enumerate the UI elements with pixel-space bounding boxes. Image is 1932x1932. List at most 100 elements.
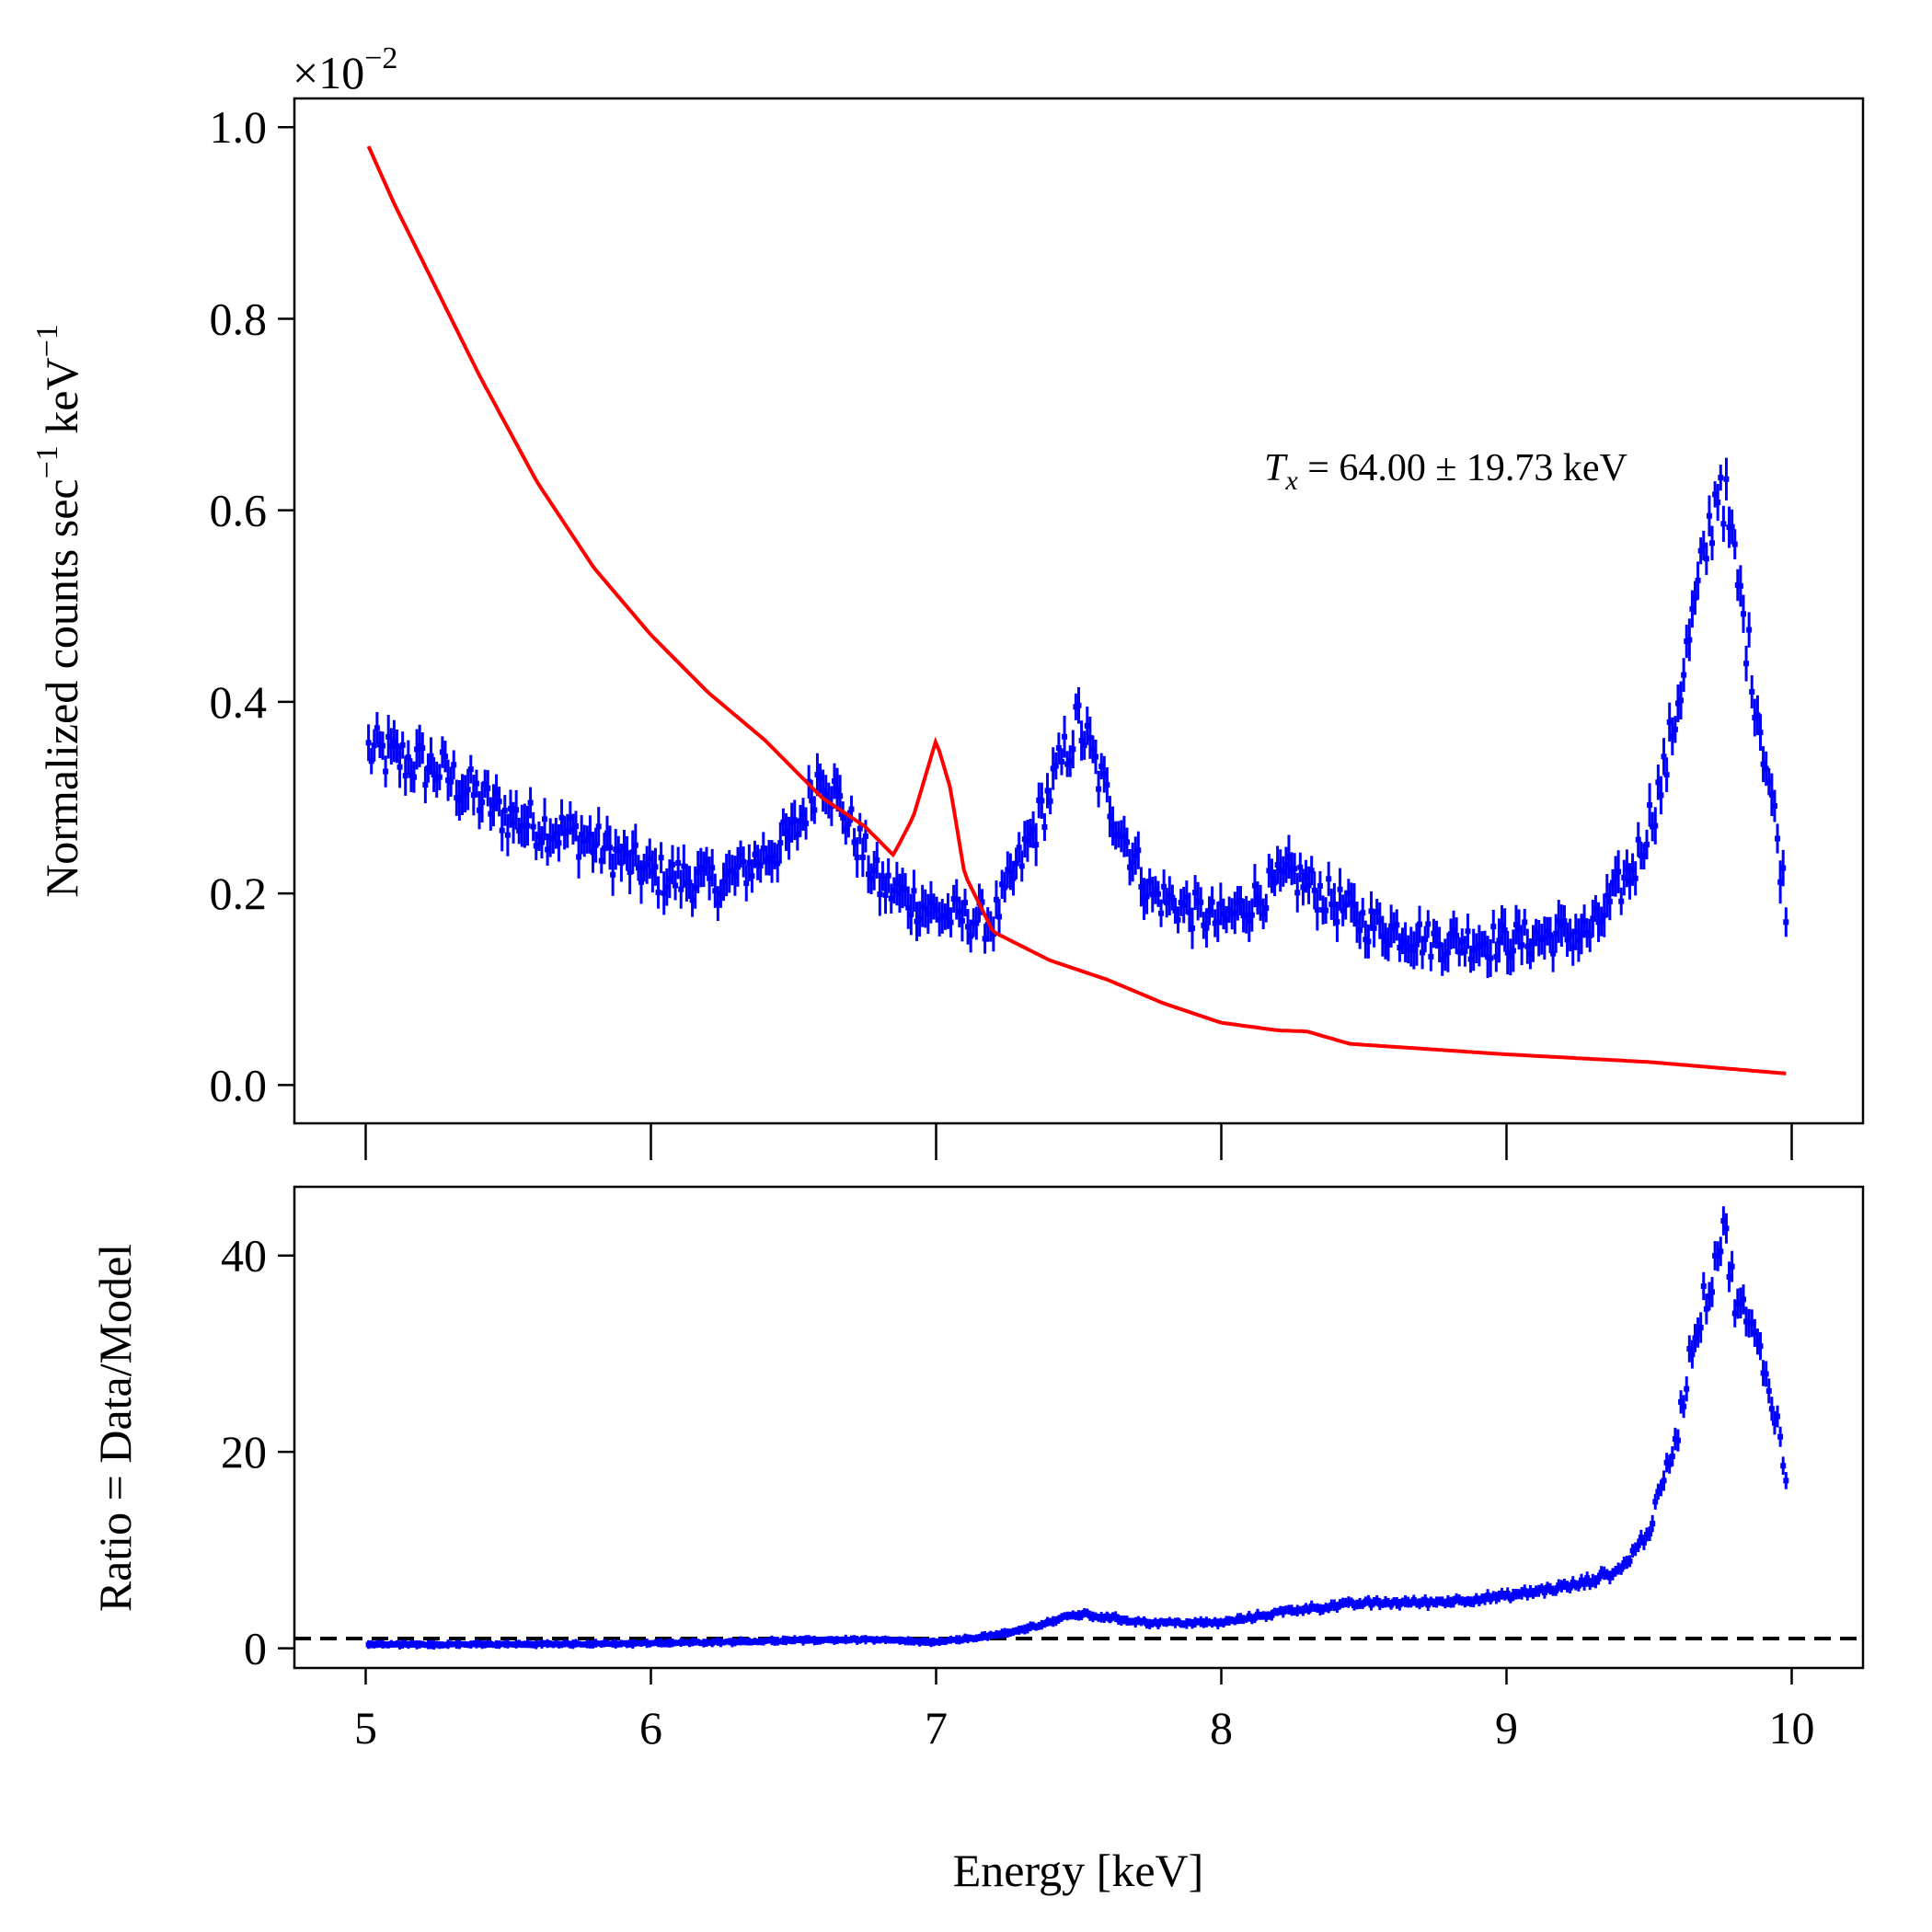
data-point (1658, 792, 1664, 799)
data-point (1695, 1329, 1701, 1336)
data-point (840, 1637, 846, 1643)
data-point (519, 822, 525, 829)
data-point (598, 857, 604, 864)
data-point (1598, 1570, 1604, 1576)
data-point (707, 1639, 713, 1646)
data-point (809, 798, 815, 804)
data-point (763, 1638, 769, 1644)
data-point (1666, 1461, 1673, 1467)
data-point (961, 1635, 968, 1641)
data-point (1743, 661, 1750, 667)
data-point (678, 1639, 684, 1646)
data-point (968, 933, 974, 939)
data-point (1149, 1620, 1156, 1627)
data-point (499, 827, 505, 834)
data-point (1606, 898, 1613, 904)
data-point (754, 859, 761, 866)
data-point (1561, 918, 1568, 925)
data-point (1564, 937, 1570, 943)
data-point (1734, 1300, 1741, 1306)
data-point (1297, 1607, 1304, 1614)
data-point (516, 828, 523, 834)
data-point (1731, 1310, 1738, 1317)
data-point (380, 1641, 386, 1648)
data-point (1146, 1621, 1153, 1627)
data-point (1771, 1420, 1777, 1426)
data-point (1652, 1499, 1659, 1505)
data-point (1700, 542, 1707, 548)
data-point (1632, 1546, 1639, 1552)
data-point (408, 772, 414, 778)
data-point (405, 1641, 411, 1648)
data-point (1507, 954, 1513, 960)
data-point (1757, 730, 1764, 736)
data-point (1289, 866, 1295, 872)
data-point (1118, 833, 1124, 839)
data-point (1703, 1305, 1709, 1312)
data-point (451, 762, 457, 768)
data-point (1308, 868, 1315, 874)
data-point (504, 1640, 511, 1647)
data-point (1470, 1599, 1477, 1605)
data-point (613, 1640, 619, 1647)
data-point (397, 1642, 403, 1649)
data-point (769, 1637, 776, 1643)
ratio-x-ticks: 5 6 7 8 9 10 (354, 1668, 1815, 1754)
y-tick-label: 40 (221, 1230, 267, 1282)
data-point (365, 1641, 372, 1648)
data-point (428, 753, 434, 759)
data-point (1478, 941, 1485, 948)
data-point (1391, 925, 1397, 931)
data-point (442, 753, 448, 760)
data-point (527, 1641, 534, 1648)
data-point (1467, 1599, 1474, 1605)
data-point (704, 1639, 710, 1646)
data-point (939, 1638, 946, 1644)
data-point (627, 1640, 633, 1647)
data-point (1289, 1607, 1295, 1614)
data-point (1467, 956, 1474, 962)
data-point (851, 1636, 857, 1642)
data-point (1158, 1618, 1165, 1625)
data-point (950, 895, 957, 902)
data-point (1206, 908, 1213, 914)
data-point (1674, 1437, 1681, 1443)
data-point (673, 1639, 679, 1646)
data-point (896, 1638, 903, 1644)
data-point (1237, 1616, 1244, 1622)
data-point (459, 791, 466, 798)
data-point (581, 837, 588, 844)
data-point (1098, 763, 1105, 769)
data-point (788, 1638, 795, 1644)
data-point (1240, 1616, 1247, 1623)
data-point (1274, 862, 1281, 868)
data-point (697, 1639, 704, 1646)
data-point (652, 1639, 659, 1646)
data-point (1195, 898, 1202, 904)
data-point (1655, 779, 1662, 786)
data-point (1697, 547, 1704, 554)
data-point (709, 1639, 716, 1646)
data-point (1110, 822, 1116, 829)
data-point (984, 1634, 991, 1640)
data-point (1297, 864, 1304, 870)
data-point (584, 1640, 591, 1647)
data-point (900, 885, 906, 891)
data-point (893, 1637, 900, 1643)
data-point (1300, 1607, 1306, 1614)
data-point (882, 1637, 889, 1643)
data-point (965, 1636, 972, 1642)
data-point (1155, 891, 1161, 897)
data-point (545, 846, 551, 853)
data-point (729, 1639, 735, 1646)
data-point (1530, 940, 1536, 947)
data-point (1516, 926, 1523, 933)
data-point (1010, 875, 1017, 881)
data-point (632, 1639, 638, 1646)
data-point (1451, 1599, 1457, 1605)
data-point (1462, 1599, 1468, 1605)
data-point (1201, 922, 1207, 928)
data-point (1405, 1599, 1411, 1605)
data-point (1550, 1588, 1557, 1594)
y-tick-label: 20 (221, 1426, 267, 1478)
